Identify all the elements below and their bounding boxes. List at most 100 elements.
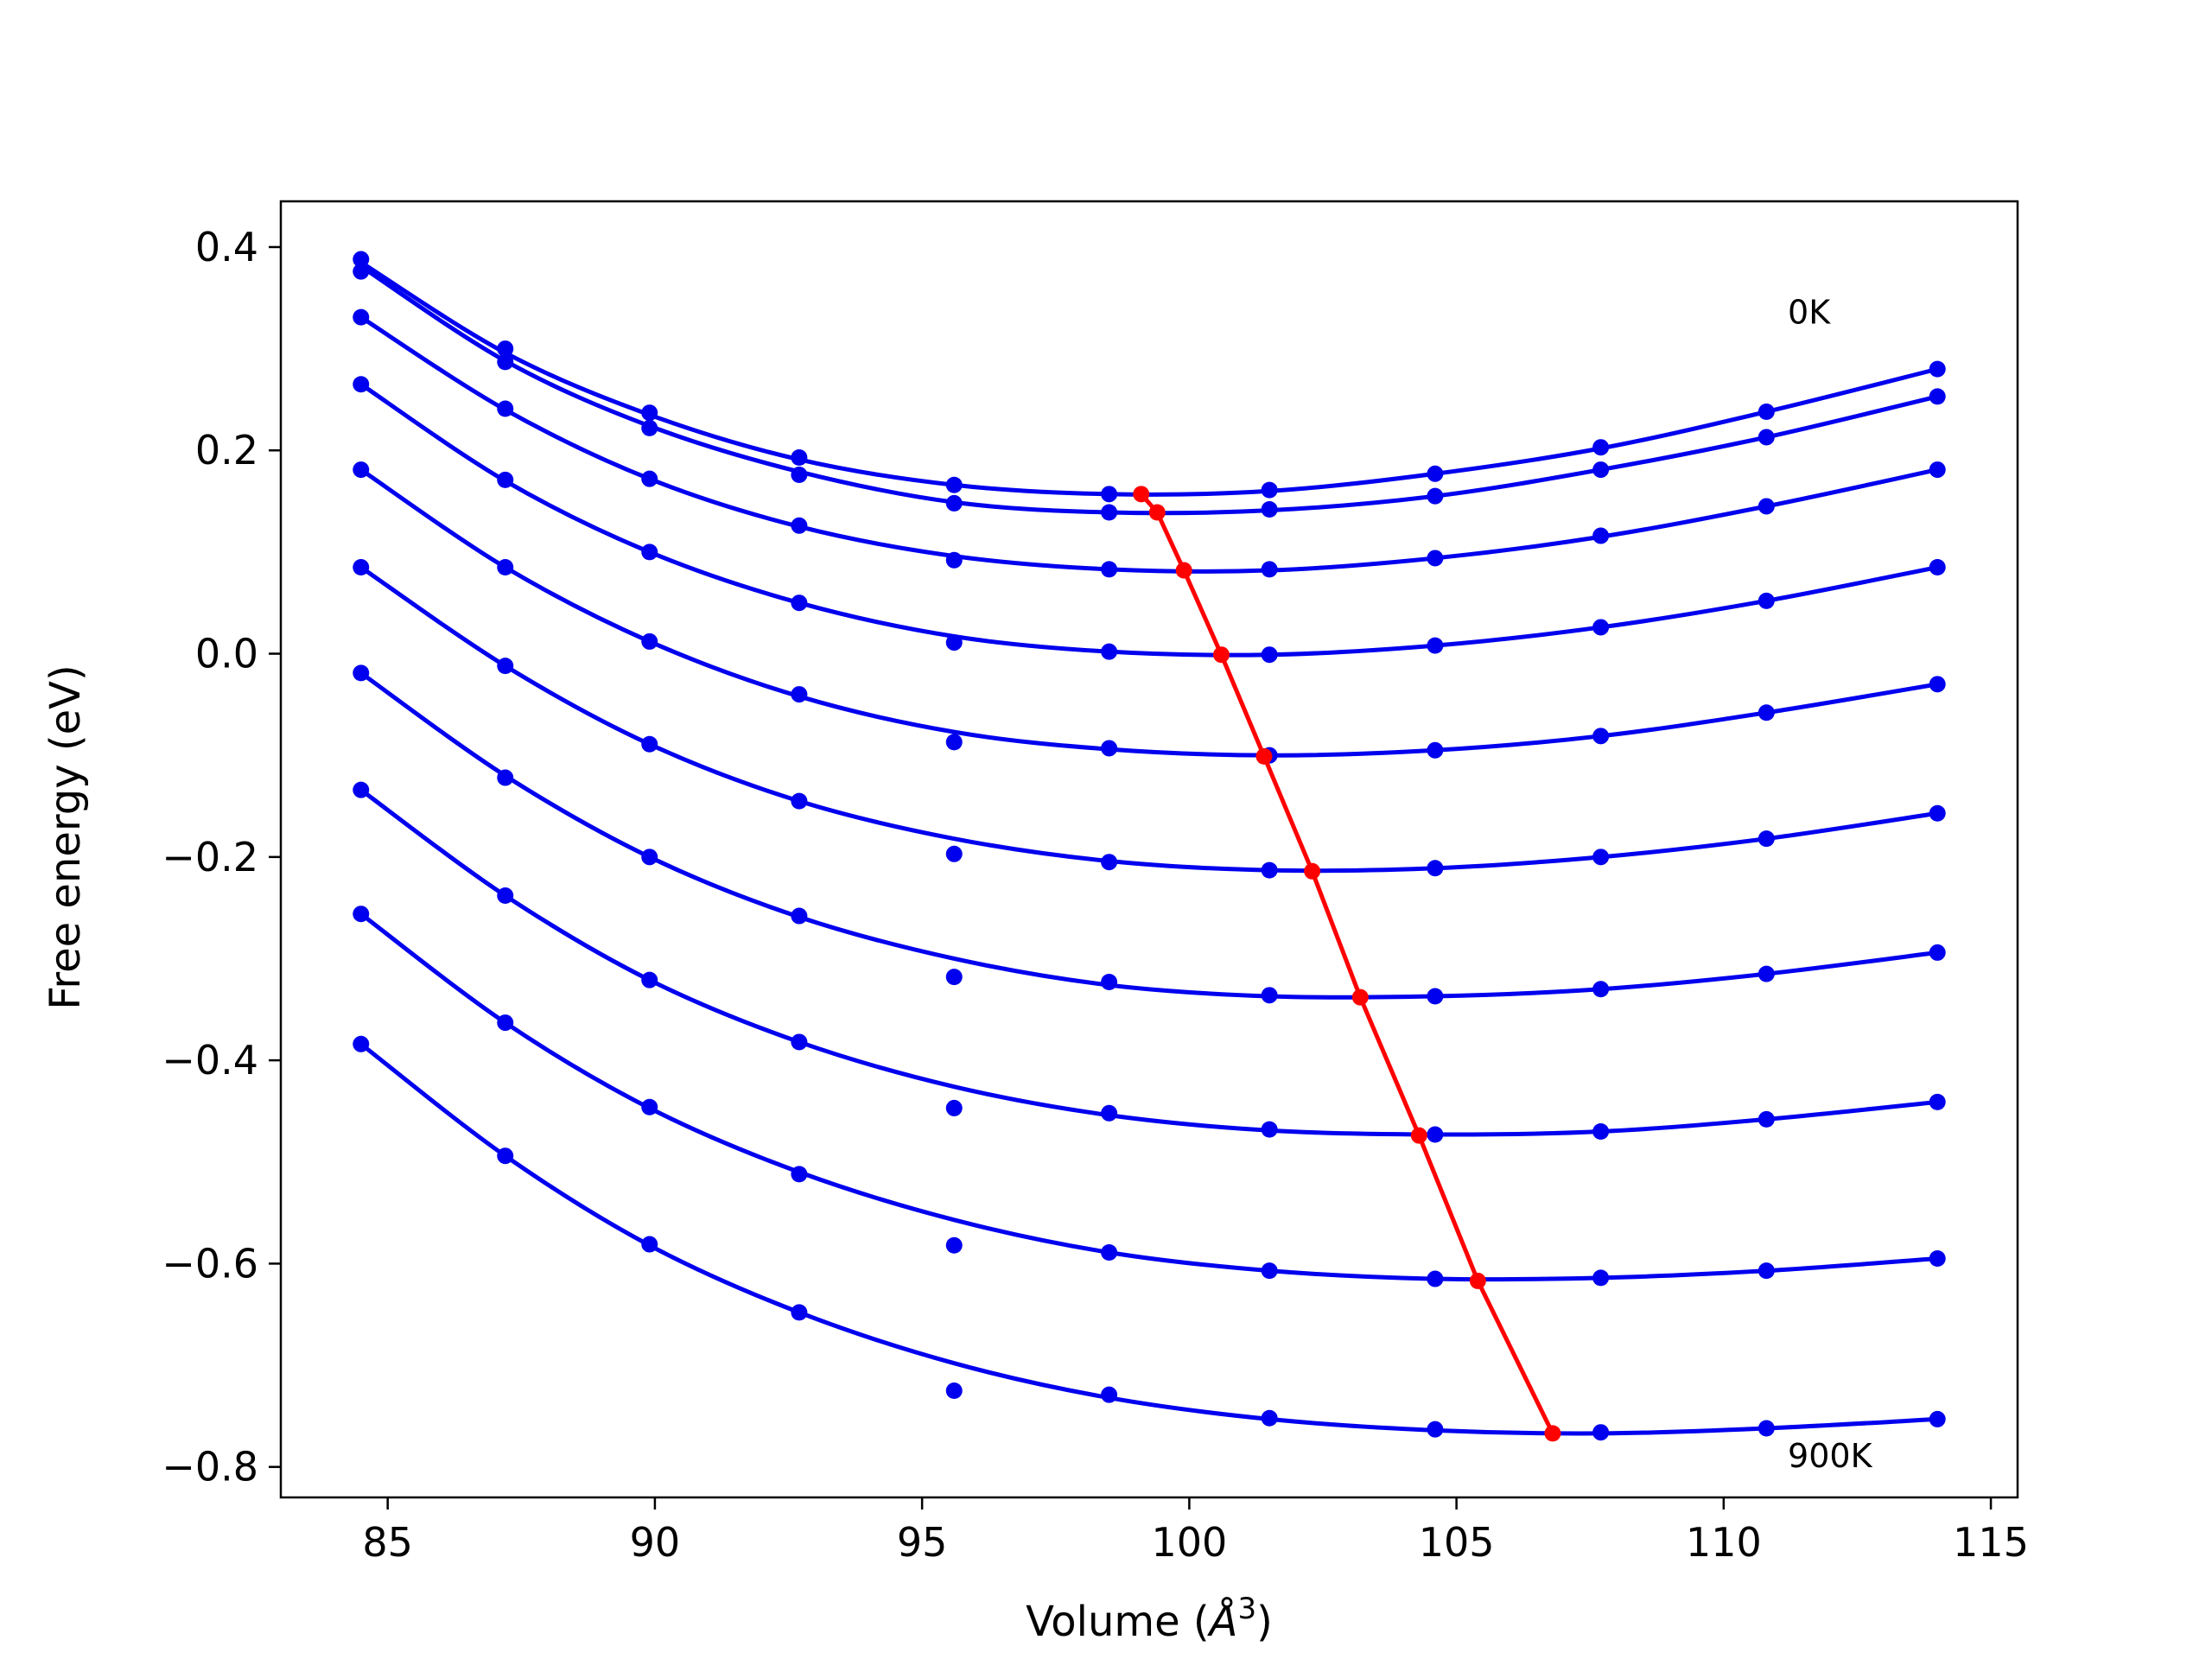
data-point — [1427, 1270, 1444, 1287]
data-point — [353, 781, 370, 798]
data-point — [791, 517, 808, 534]
minimum-point — [1148, 504, 1166, 521]
data-point — [791, 907, 808, 925]
data-point — [945, 476, 963, 493]
data-point — [1758, 965, 1775, 982]
data-point — [1929, 1410, 1946, 1427]
data-point — [1427, 741, 1444, 759]
data-point — [1427, 465, 1444, 482]
data-point — [1101, 854, 1118, 871]
data-point — [945, 1382, 963, 1399]
data-point — [1427, 1421, 1444, 1438]
data-point — [791, 792, 808, 810]
plot-frame — [279, 200, 2019, 1499]
data-point — [641, 404, 658, 422]
data-point — [1929, 944, 1946, 961]
data-point — [1427, 637, 1444, 654]
data-point — [1427, 487, 1444, 505]
data-point — [1592, 1424, 1610, 1441]
data-point — [791, 686, 808, 703]
data-point — [1261, 500, 1278, 518]
data-point — [1929, 360, 1946, 378]
data-point — [1592, 527, 1610, 544]
data-point — [1101, 974, 1118, 991]
data-point — [1261, 1121, 1278, 1138]
data-point — [1758, 404, 1775, 421]
x-tick-label: 100 — [1151, 1519, 1227, 1566]
data-point — [945, 551, 963, 569]
y-tick-label: −0.8 — [162, 1444, 258, 1491]
data-point — [353, 559, 370, 576]
data-point — [1261, 1262, 1278, 1280]
data-point — [791, 466, 808, 483]
data-point — [1427, 988, 1444, 1005]
y-tick-label: −0.6 — [162, 1240, 258, 1287]
data-point — [1929, 804, 1946, 822]
data-point — [353, 461, 370, 479]
data-point — [1592, 461, 1610, 479]
data-point — [791, 1033, 808, 1051]
data-point — [641, 543, 658, 561]
data-point — [353, 1035, 370, 1052]
data-point — [945, 734, 963, 751]
data-point — [1261, 861, 1278, 879]
data-point — [497, 340, 514, 358]
data-point — [1592, 1269, 1610, 1287]
data-point — [641, 735, 658, 753]
data-point — [641, 470, 658, 487]
minimum-point — [1175, 562, 1192, 579]
data-point — [1101, 740, 1118, 757]
x-tick-label: 95 — [897, 1519, 948, 1566]
data-point — [497, 658, 514, 675]
data-point — [1261, 561, 1278, 578]
minimum-point — [1133, 486, 1150, 503]
data-point — [497, 400, 514, 417]
data-point — [1758, 1110, 1775, 1128]
minimum-line-path — [1139, 493, 1555, 1434]
minimum-point — [1212, 646, 1230, 664]
minimum-line — [1133, 486, 1561, 1442]
data-point — [1929, 1093, 1946, 1110]
data-point — [1758, 704, 1775, 721]
data-point — [1261, 481, 1278, 499]
data-point — [497, 353, 514, 371]
data-point — [1261, 1409, 1278, 1427]
data-point — [641, 419, 658, 436]
data-point — [1929, 388, 1946, 405]
data-point — [791, 448, 808, 466]
data-point — [1427, 550, 1444, 567]
annotations: 0K 900K — [1788, 293, 1873, 1475]
x-tick-label: 110 — [1686, 1519, 1762, 1566]
data-point — [497, 471, 514, 488]
data-point — [1758, 498, 1775, 515]
data-point — [497, 769, 514, 786]
data-point — [1101, 1243, 1118, 1261]
data-points — [353, 251, 1946, 1441]
x-tick-label: 105 — [1419, 1519, 1495, 1566]
data-point — [1101, 486, 1118, 503]
data-point — [1758, 592, 1775, 609]
x-label-unit: Å — [1207, 1597, 1238, 1646]
data-point — [945, 845, 963, 862]
x-axis-label: Volume (Å3) — [1026, 1592, 1273, 1646]
x-tick-label: 115 — [1953, 1519, 2029, 1566]
x-label-exponent: 3 — [1237, 1592, 1256, 1626]
data-point — [497, 887, 514, 905]
data-point — [791, 594, 808, 612]
data-point — [1427, 1126, 1444, 1143]
data-point — [641, 632, 658, 650]
data-point — [497, 559, 514, 576]
y-tick-label: 0.4 — [195, 224, 258, 270]
data-point — [1592, 728, 1610, 745]
data-point — [1592, 849, 1610, 866]
data-point — [1427, 860, 1444, 877]
data-point — [641, 971, 658, 988]
data-point — [945, 969, 963, 986]
data-point — [1758, 830, 1775, 848]
data-point — [1101, 643, 1118, 660]
y-axis-ticks: −0.8 −0.6 −0.4 −0.2 0.0 0.2 0.4 — [162, 224, 281, 1491]
data-point — [1758, 429, 1775, 446]
data-point — [1929, 559, 1946, 576]
annotation-label: 0K — [1788, 293, 1831, 331]
